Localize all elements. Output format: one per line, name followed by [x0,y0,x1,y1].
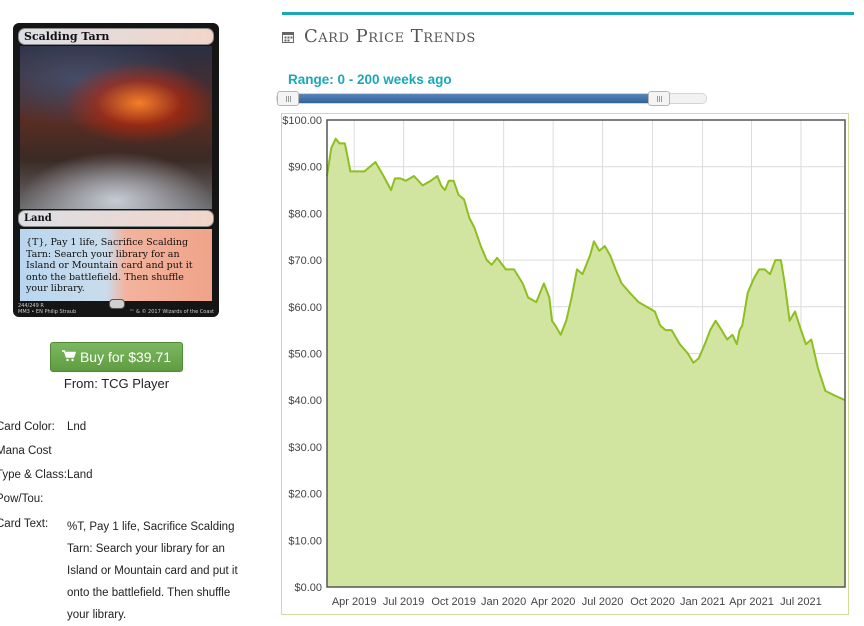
card-artwork [20,46,212,209]
y-tick-label: $0.00 [294,582,322,594]
price-source: From: TCG Player [63,376,170,391]
detail-label: Card Text: [0,518,49,530]
y-tick-label: $100.00 [282,115,322,127]
set-language: MM3 • EN [18,309,43,315]
x-tick-label: Jul 2020 [582,596,624,608]
y-tick-label: $60.00 [288,302,322,314]
price-chart: $0.00 $10.00 $20.00 $30.00 $40.00 $50.00 $60.0… [282,115,846,608]
range-slider-max-handle[interactable] [648,91,670,106]
y-tick-label: $70.00 [288,255,322,267]
card-name: Scalding Tarn [18,28,214,45]
card-rules-box: {T}, Pay 1 life, Sacrifice Scalding Tarn… [20,229,212,301]
panel-title: Card Price Trends [282,26,476,47]
detail-label: Type & Class: [0,469,67,481]
y-tick-label: $10.00 [288,535,322,547]
detail-card-text: %T, Pay 1 life, Sacrifice Scalding Tarn:… [67,521,238,621]
card-copyright: ™ & © 2017 Wizards of the Coast [129,309,214,315]
detail-label: Mana Cost [0,445,52,457]
card-artist: Philip Straub [44,309,77,315]
y-tick-label: $80.00 [288,208,322,220]
buy-button-label: Buy for $39.71 [79,349,172,365]
x-tick-label: Jul 2021 [780,596,822,608]
chart-frame [281,113,849,615]
range-slider-fill [287,94,660,103]
calendar-icon [282,27,294,43]
y-tick-label: $50.00 [288,349,322,361]
panel-accent-bar [282,12,854,15]
set-symbol-icon [109,299,125,309]
x-tick-label: Oct 2019 [431,596,476,608]
price-series-line [326,137,846,402]
range-slider[interactable] [276,91,707,106]
x-tick-label: Apr 2020 [531,596,576,608]
card-type-line: Land [18,210,214,227]
y-tick-label: $30.00 [288,442,322,454]
panel-title-text: Card Price Trends [304,26,476,47]
buy-button[interactable]: Buy for $39.71 [50,342,183,372]
plot-border [326,119,846,588]
range-slider-min-handle[interactable] [277,91,299,106]
card-footer: 244/249 R MM3 • EN Philip Straub [18,303,76,315]
x-tick-label: Jul 2019 [383,596,425,608]
range-label: Range: 0 - 200 weeks ago [288,72,452,87]
x-tick-label: Jan 2021 [680,596,725,608]
y-tick-label: $90.00 [288,162,322,174]
x-tick-label: Apr 2021 [729,596,774,608]
detail-label: Pow/Tou: [0,493,44,505]
detail-value: Lnd [67,421,87,433]
price-area [327,138,845,587]
x-tick-label: Jan 2020 [481,596,526,608]
card-rules-text: {T}, Pay 1 life, Sacrifice Scalding Tarn… [26,237,193,294]
card-image: Scalding Tarn Land {T}, Pay 1 life, Sacr… [13,23,219,317]
x-tick-label: Oct 2020 [630,596,675,608]
y-tick-label: $20.00 [288,489,322,501]
x-tick-label: Apr 2019 [332,596,377,608]
y-tick-label: $40.00 [288,395,322,407]
detail-value: Land [67,469,93,481]
detail-label: Card Color: [0,421,55,433]
collector-number: 244/249 R [18,303,44,309]
shopping-cart-icon [61,343,77,371]
